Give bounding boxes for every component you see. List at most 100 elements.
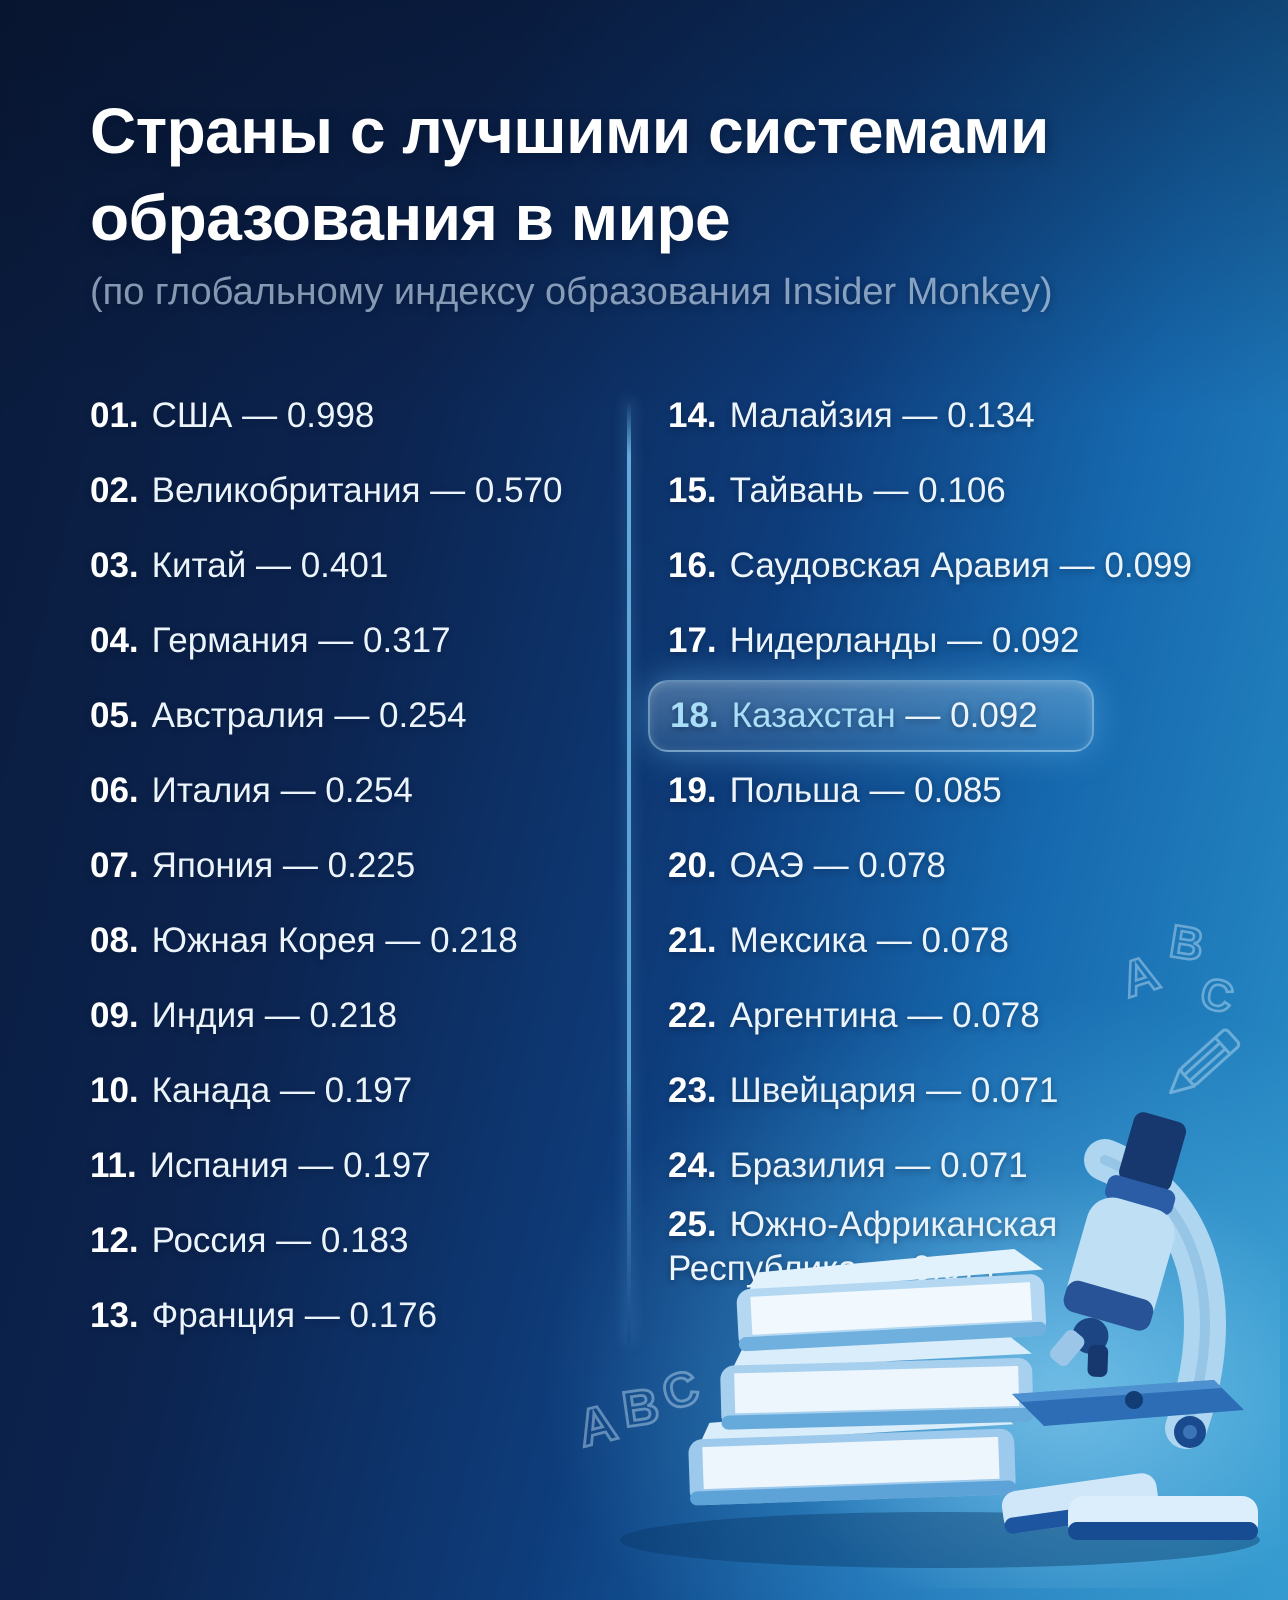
rank-number: 25.: [668, 1205, 717, 1244]
list-item: 03. Китай — 0.401: [90, 528, 617, 603]
list-item: 17. Нидерланды — 0.092: [668, 603, 1218, 678]
list-item-text: 05. Австралия — 0.254: [90, 694, 467, 738]
index-value: 0.085: [914, 770, 1002, 810]
country-name: Франция: [151, 1295, 296, 1335]
separator: —: [803, 845, 859, 885]
country-name: Польша: [729, 770, 860, 810]
country-name: Швейцария: [729, 1070, 917, 1110]
list-item-text: 09. Индия — 0.218: [90, 994, 397, 1038]
ranking-column-left: 01. США — 0.998 02. Великобритания — 0.570…: [90, 378, 617, 1353]
list-item-text: 22. Аргентина — 0.078: [668, 994, 1040, 1038]
list-item-text: 12. Россия — 0.183: [90, 1219, 408, 1263]
separator: —: [255, 995, 310, 1035]
list-item: 07. Япония — 0.225: [90, 828, 617, 903]
list-item: 15. Тайвань — 0.106: [668, 453, 1218, 528]
country-name: Китай: [151, 545, 247, 585]
highlight-pill: 18. Казахстан — 0.092: [648, 679, 1094, 752]
abc-letters-doodle: A B C: [575, 1359, 707, 1455]
abc-letters-doodle: A B C: [1113, 913, 1240, 1022]
rank-number: 04.: [90, 620, 139, 660]
separator: —: [916, 1070, 971, 1110]
index-value: 0.134: [947, 395, 1035, 435]
rank-number: 23.: [668, 1070, 717, 1110]
list-item: 13. Франция — 0.176: [90, 1278, 617, 1353]
rank-number: 19.: [668, 770, 717, 810]
page-subtitle: (по глобальному индексу образования Insi…: [90, 271, 1053, 313]
rank-number: 21.: [668, 920, 717, 960]
rank-number: 09.: [90, 995, 139, 1035]
separator: —: [295, 1295, 350, 1335]
separator: —: [273, 845, 328, 885]
separator: —: [270, 770, 326, 810]
books-illustration: [688, 1248, 1047, 1506]
list-item-text: 24. Бразилия — 0.071: [668, 1144, 1028, 1188]
list-item-text: 19. Польша — 0.085: [668, 769, 1002, 813]
country-name: ОАЭ: [729, 845, 804, 885]
svg-text:B: B: [1166, 915, 1207, 972]
index-value: 0.078: [921, 920, 1010, 960]
index-value: 0.078: [858, 845, 946, 885]
list-item-text: 11. Испания — 0.197: [90, 1144, 431, 1188]
country-name: Малайзия: [729, 395, 893, 435]
country-name: Южная Корея: [151, 920, 376, 960]
rank-number: 14.: [668, 395, 717, 435]
rank-number: 08.: [90, 920, 139, 960]
index-value: 0.570: [474, 470, 563, 510]
separator: —: [885, 1145, 941, 1185]
list-item: 14. Малайзия — 0.134: [668, 378, 1218, 453]
country-name: Германия: [151, 620, 309, 660]
list-item-text: 04. Германия — 0.317: [90, 619, 451, 663]
separator: —: [1049, 545, 1105, 585]
index-value: 0.197: [343, 1145, 431, 1185]
country-name: Канада: [151, 1070, 271, 1110]
page-title: Страны с лучшими системами образования в…: [90, 95, 1049, 255]
index-value: 0.401: [300, 545, 389, 585]
separator: —: [308, 620, 364, 660]
separator: —: [937, 620, 992, 660]
index-value: 0.998: [286, 395, 375, 435]
list-item-text: 07. Япония — 0.225: [90, 844, 415, 888]
list-item-text: 10. Канада — 0.197: [90, 1069, 412, 1113]
rank-number: 01.: [90, 395, 139, 435]
list-item-text: 16. Саудовская Аравия — 0.099: [668, 544, 1192, 588]
separator: —: [859, 770, 915, 810]
index-value: 0.254: [379, 695, 467, 735]
country-name: Австралия: [151, 695, 325, 735]
list-item: 23. Швейцария — 0.071: [668, 1053, 1218, 1128]
list-item-text: 13. Франция — 0.176: [90, 1294, 437, 1338]
index-value: 0.092: [950, 695, 1038, 735]
rank-number: 20.: [668, 845, 717, 885]
country-name: Индия: [151, 995, 256, 1035]
rank-number: 22.: [668, 995, 717, 1035]
country-name: Нидерланды: [729, 620, 938, 660]
index-value: 0.197: [324, 1070, 413, 1110]
index-value: 0.317: [363, 620, 451, 660]
list-item: 01. США — 0.998: [90, 378, 617, 453]
list-item-text: 08. Южная Корея — 0.218: [90, 919, 518, 963]
country-name: Казахстан: [731, 695, 896, 735]
index-value: 0.218: [430, 920, 518, 960]
index-value: 0.254: [325, 770, 413, 810]
rank-number: 06.: [90, 770, 139, 810]
microscope-illustration: [1001, 1112, 1258, 1540]
rank-number: 17.: [668, 620, 717, 660]
separator: —: [375, 920, 431, 960]
country-name: Россия: [151, 1220, 267, 1260]
country-name: Аргентина: [729, 995, 898, 1035]
list-item: 08. Южная Корея — 0.218: [90, 903, 617, 978]
rank-number: 10.: [90, 1070, 139, 1110]
country-name: Саудовская Аравия: [729, 545, 1050, 585]
index-value: 0.183: [320, 1220, 409, 1260]
list-item: 02. Великобритания — 0.570: [90, 453, 617, 528]
country-name: Мексика: [729, 920, 867, 960]
list-item-text: 14. Малайзия — 0.134: [668, 394, 1035, 438]
rank-number: 02.: [90, 470, 139, 510]
index-value: 0.218: [309, 995, 398, 1035]
rank-number: 24.: [668, 1145, 717, 1185]
index-value: 0.092: [991, 620, 1080, 660]
separator: —: [270, 1070, 325, 1110]
country-name: США: [151, 395, 233, 435]
svg-text:C: C: [1196, 968, 1239, 1022]
country-name: Бразилия: [729, 1145, 886, 1185]
index-value: 0.071: [970, 1070, 1059, 1110]
